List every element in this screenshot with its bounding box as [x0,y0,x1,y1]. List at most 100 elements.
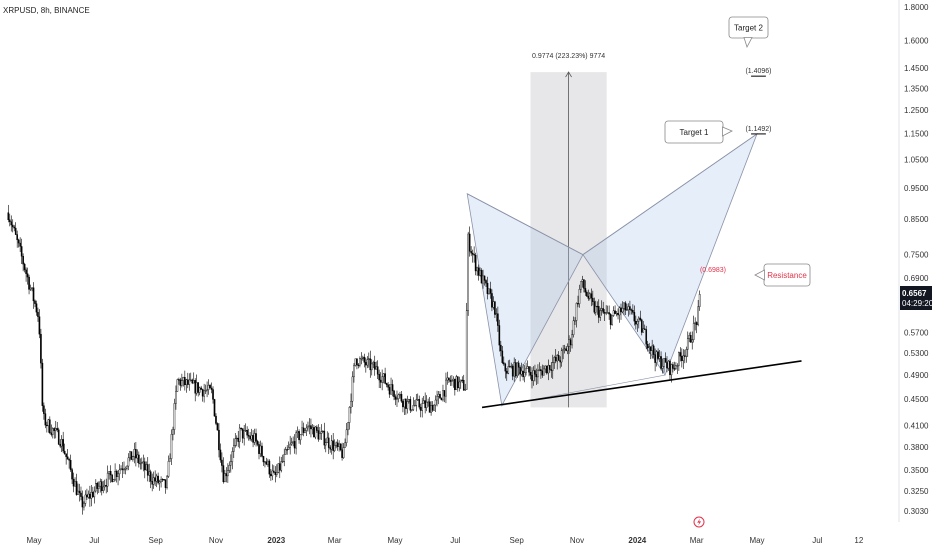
candle-body [284,449,287,455]
candle-body [69,460,72,470]
candle-body [49,419,51,434]
candle-body [599,310,602,318]
time-tick-label: Nov [209,536,223,545]
candle-body [686,338,689,350]
candle-body [621,308,624,313]
price-tick-label: 1.2500 [904,106,929,115]
candle-body [259,445,262,454]
price-range-measure[interactable]: 0.9774 (223.23%) 9774 [530,53,607,408]
candle-body [400,394,403,402]
candle-body [124,468,127,470]
candle-body [563,348,566,350]
candle-body [626,309,628,311]
candle-body [327,437,330,448]
candle-body [139,463,142,465]
candle-body [35,303,38,313]
candle-body [230,461,232,466]
candle-body [133,449,136,457]
harmonic-pattern[interactable] [466,132,758,407]
candle-body [676,365,679,367]
callout-resistance[interactable]: Resistance [754,263,811,287]
time-tick-label: Mar [690,536,704,545]
candle-body [669,360,671,376]
time-tick-label: 2024 [628,536,646,545]
candle-body [396,398,398,400]
candle-body [483,275,486,281]
candle-body [643,328,646,330]
callout-target-1[interactable]: Target 1 [664,120,733,144]
candle-body [612,310,615,316]
candle-body [195,382,198,394]
candle-body [623,302,625,309]
candle-body [210,387,213,390]
candle-body [212,389,214,400]
candle-body [681,355,683,361]
price-axis[interactable]: 1.8000 1.6000 1.4500 1.3500 1.2500 1.1500 1.05… [904,3,929,516]
candle-body [40,333,42,364]
candle-body [244,429,247,432]
candle-body [430,405,432,413]
candle-body [77,490,79,495]
candle-body [46,424,48,427]
candle-body [356,358,358,366]
candle-body [295,432,297,449]
candle-body [504,363,507,372]
candle-body [519,367,521,375]
candle-body [550,369,553,371]
candle-body [440,398,443,401]
candle-body [688,335,691,339]
candle-body [480,270,483,284]
candle-body [416,399,419,401]
candle-body [198,387,201,393]
candle-body [37,311,39,317]
candle-body [523,372,526,378]
candle-body [22,256,24,265]
candle-body [176,379,179,392]
candle-body [227,470,229,477]
candle-body [152,477,155,485]
candle-body [365,362,367,366]
trendline[interactable] [481,360,802,409]
target-levels[interactable]: (1.4096) (1.1492) (0.6983) [700,68,772,274]
support-trendline[interactable] [481,360,802,409]
candle-body [494,301,496,315]
time-tick-label: Sep [149,536,164,545]
candle-body [465,310,468,390]
callouts[interactable]: Target 2 Target 1 Resistance [664,16,811,287]
candle-body [373,362,376,370]
candle-body [658,356,661,359]
candle-body [324,442,327,446]
candle-body [540,369,542,372]
candle-body [657,351,659,359]
candle-body [109,471,112,476]
candle-body [615,313,618,315]
candle-body [182,377,185,381]
candle-body [192,380,195,384]
candle-body [292,441,294,443]
candle-body [568,339,570,347]
candle-body [491,293,493,308]
candle-body [353,365,355,378]
candle-body [580,281,582,290]
time-tick-label: Mar [328,536,342,545]
price-tick-label: 0.4100 [904,421,929,430]
price-tick-label: 0.8500 [904,215,929,224]
price-tick-label: 0.3030 [904,507,929,516]
candle-body [126,465,128,469]
price-tick-label: 0.4500 [904,395,929,404]
candle-body [372,362,375,365]
candle-body [620,307,622,313]
candle-body [173,403,176,430]
lightning-icon[interactable] [693,516,705,528]
time-axis[interactable]: May Jul Sep Nov 2023 Mar May Jul Sep Nov 2024 Mar Ma… [26,536,863,545]
level-label: (0.6983) [700,267,726,274]
candle-body [474,254,477,272]
candle-body [418,399,421,408]
candle-body [571,334,573,346]
callout-target-2[interactable]: Target 2 [728,16,769,49]
candle-body [7,212,10,221]
candle-body [464,389,467,391]
candle-body [393,390,395,397]
candle-body [439,394,441,399]
